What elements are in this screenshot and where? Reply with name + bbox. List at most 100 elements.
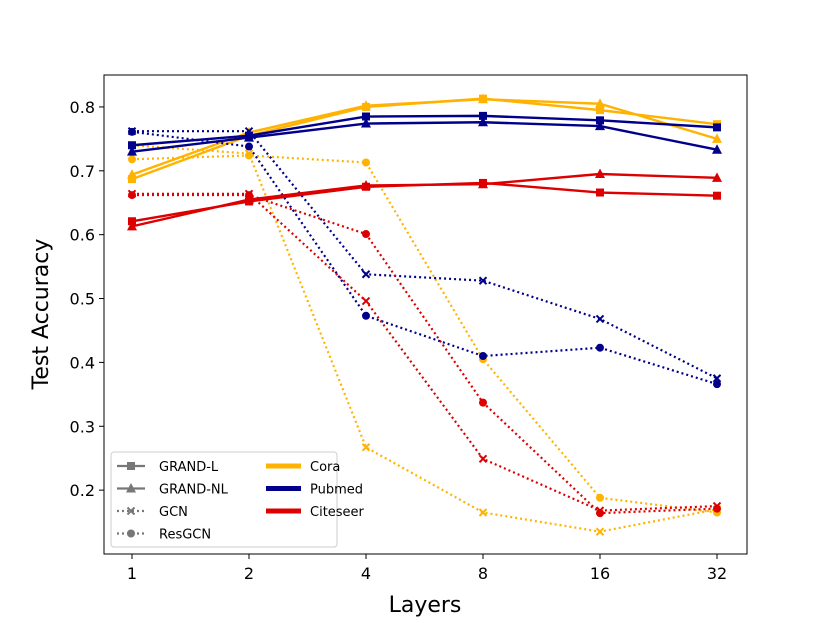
data-point-grand-nl-citeseer-1 [127,220,137,231]
y-tick-label: 0.2 [70,481,95,500]
data-point-resgcn-pubmed-8 [479,352,487,361]
data-point-resgcn-pubmed-2 [245,142,253,151]
legend-item-pubmed: Pubmed [266,483,363,498]
data-point-grand-l-citeseer-32 [713,191,721,200]
data-point-grand-nl-pubmed-16 [595,120,605,131]
data-point-resgcn-pubmed-1 [128,127,136,136]
data-point-resgcn-citeseer-32 [713,504,721,513]
data-point-grand-l-cora-1 [128,175,136,184]
y-tick-label: 0.3 [70,417,95,436]
legend-label: GRAND-L [159,460,219,475]
data-point-resgcn-citeseer-1 [128,191,136,200]
x-tick-label: 4 [361,564,371,583]
data-point-grand-nl-cora-8 [478,93,488,104]
data-point-gcn-cora-4 [361,443,371,452]
data-point-grand-nl-cora-1 [127,169,137,179]
legend-label: Citeseer [310,505,365,520]
y-axis: 0.2 0.3 0.4 0.5 0.6 0.7 0.8 [70,98,104,500]
legend-item-cora: Cora [266,460,340,475]
data-point-resgcn-pubmed-16 [596,343,604,352]
data-point-grand-l-pubmed-4 [362,112,370,121]
x-axis: 1 2 4 8 16 32 [127,554,727,583]
data-point-grand-nl-citeseer-8 [478,178,488,189]
data-point-grand-l-citeseer-16 [596,188,604,197]
data-point-resgcn-cora-4 [362,158,370,167]
legend-marker [127,462,135,470]
legend-marker [126,506,136,516]
x-tick-label: 2 [244,564,254,583]
y-tick-label: 0.5 [70,290,95,309]
data-point-grand-l-pubmed-16 [596,116,604,125]
legend-label: GRAND-NL [159,483,229,498]
data-point-resgcn-cora-16 [596,493,604,502]
series-resgcn-citeseer [128,191,721,518]
data-point-gcn-pubmed-16 [595,314,605,324]
series-line-grand-nl-pubmed [131,121,718,153]
series-line-gcn-pubmed [132,130,718,380]
series-grand-nl-citeseer [127,168,722,231]
legend-item-citeseer: Citeseer [266,505,365,520]
data-point-resgcn-citeseer-2 [245,191,253,200]
data-point-gcn-citeseer-8 [478,454,488,464]
data-point-gcn-pubmed-32 [712,374,722,383]
legend-marker [127,529,135,538]
data-point-grand-l-pubmed-32 [713,123,721,132]
data-point-grand-nl-pubmed-2 [244,132,254,142]
series-line-resgcn-pubmed [131,130,718,386]
data-point-grand-nl-pubmed-32 [712,144,722,154]
x-axis-title: Layers [389,593,462,618]
data-point-gcn-pubmed-8 [478,276,488,285]
data-point-resgcn-cora-2 [245,151,253,160]
x-tick-label: 16 [590,564,610,583]
data-point-resgcn-citeseer-16 [596,509,604,518]
data-point-resgcn-pubmed-32 [713,380,721,389]
series-line-gcn-cora [131,144,718,533]
series-grand-nl-pubmed [127,116,722,156]
data-point-grand-l-pubmed-1 [128,141,136,150]
x-tick-label: 32 [707,564,727,583]
data-point-gcn-pubmed-2 [244,126,254,136]
legend-marker [126,483,136,493]
data-point-grand-nl-cora-16 [595,98,605,108]
x-tick-label: 1 [127,564,137,583]
data-point-grand-nl-pubmed-8 [478,116,488,127]
series-resgcn-pubmed [128,127,721,389]
data-point-grand-nl-cora-32 [712,133,722,143]
data-point-gcn-citeseer-4 [361,296,371,306]
data-point-gcn-pubmed-4 [361,270,371,279]
data-point-resgcn-citeseer-8 [479,398,487,407]
series-line-resgcn-citeseer [132,193,718,515]
data-point-resgcn-citeseer-4 [362,230,370,239]
data-point-gcn-cora-8 [478,508,488,517]
legend-label: Cora [310,460,340,475]
data-point-grand-nl-pubmed-1 [127,146,137,156]
y-tick-label: 0.4 [70,353,95,372]
y-tick-label: 0.8 [70,98,95,117]
data-point-grand-nl-citeseer-4 [361,179,371,190]
series-line-grand-nl-citeseer [131,172,718,228]
y-tick-label: 0.6 [70,226,95,245]
data-point-grand-nl-citeseer-16 [595,168,605,178]
legend: GRAND-L GRAND-NL GCN ResGCN Cora Pubmed Citese… [110,451,365,548]
legend-item-gcn: GCN [117,505,188,520]
y-tick-label: 0.7 [70,162,95,181]
data-point-grand-l-cora-16 [596,106,604,115]
series-resgcn-cora [128,151,721,517]
legend-label: ResGCN [159,528,211,543]
legend-item-resgcn: ResGCN [117,528,211,543]
legend-box [110,451,338,548]
legend-item-grand-nl: GRAND-NL [117,483,229,498]
data-point-grand-l-pubmed-8 [479,111,487,120]
x-tick-label: 8 [478,564,488,583]
legend-item-grand-l: GRAND-L [117,460,219,475]
y-axis-title: Test Accuracy [29,239,54,391]
series-layer [127,93,722,536]
data-point-gcn-cora-16 [595,527,605,536]
series-line-grand-l-pubmed [131,114,718,147]
legend-label: GCN [159,505,188,520]
data-point-grand-nl-cora-4 [361,100,371,110]
data-point-resgcn-cora-1 [128,155,136,164]
data-point-grand-nl-citeseer-32 [712,172,722,182]
data-point-resgcn-pubmed-4 [362,311,370,320]
